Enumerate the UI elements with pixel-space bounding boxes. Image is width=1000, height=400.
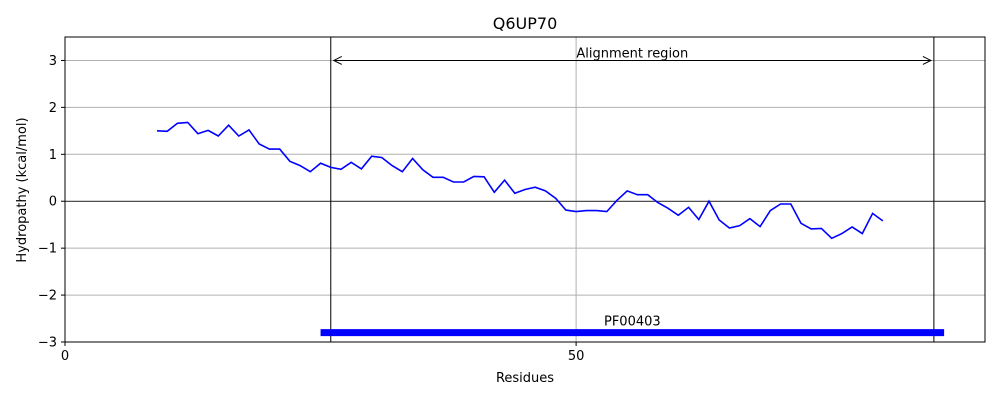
- y-tick-label: −1: [38, 242, 57, 257]
- series-layer: [156, 121, 884, 240]
- y-tick-label: −2: [38, 289, 57, 304]
- y-tick-label: 2: [49, 101, 57, 116]
- y-tick-label: 1: [49, 148, 57, 163]
- plot-frame: [64, 36, 986, 343]
- alignment-arrow-left-head: [332, 56, 343, 65]
- y-axis-label: Hydropathy (kcal/mol): [15, 117, 30, 262]
- x-axis-label: Residues: [496, 371, 554, 386]
- alignment-arrow-right-head: [922, 56, 933, 65]
- reference-lines: [65, 37, 985, 342]
- domain-label: PF00403: [604, 315, 661, 330]
- x-tick-label: 0: [61, 349, 69, 364]
- x-tick-label: 50: [568, 349, 585, 364]
- hydropathy-line: [156, 121, 884, 240]
- y-tick-label: −3: [38, 336, 57, 351]
- x-axis-ticks: 0 50: [61, 342, 585, 364]
- chart-title: Q6UP70: [493, 14, 558, 33]
- y-tick-label: 0: [49, 195, 57, 210]
- y-axis-ticks: −3 −2 −1 0 1 2 3: [38, 54, 65, 351]
- alignment-region-label: Alignment region: [576, 46, 688, 61]
- y-tick-label: 3: [49, 54, 57, 69]
- annotations: Alignment region PF00403: [320, 46, 945, 337]
